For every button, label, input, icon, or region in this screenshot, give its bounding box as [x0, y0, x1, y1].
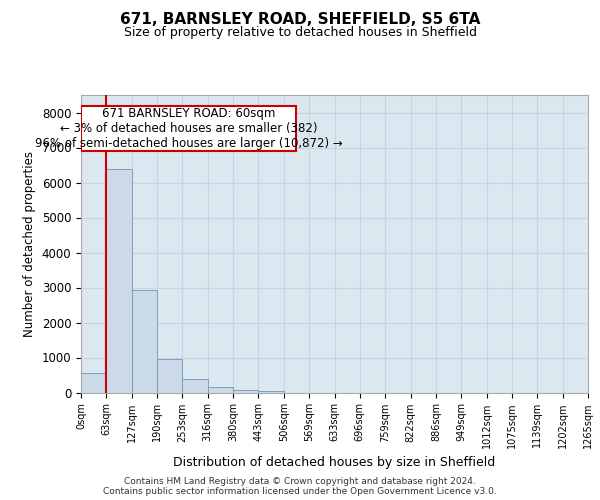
Bar: [233, 390, 259, 392]
Y-axis label: Number of detached properties: Number of detached properties: [23, 151, 36, 337]
Text: 671 BARNSLEY ROAD: 60sqm
← 3% of detached houses are smaller (382)
96% of semi-d: 671 BARNSLEY ROAD: 60sqm ← 3% of detache…: [35, 107, 343, 150]
Bar: [208, 386, 233, 392]
Bar: [81, 106, 296, 151]
Bar: [81, 373, 106, 392]
Bar: [259, 391, 284, 392]
Bar: [182, 379, 208, 392]
Text: Contains HM Land Registry data © Crown copyright and database right 2024.
Contai: Contains HM Land Registry data © Crown c…: [103, 476, 497, 496]
Bar: [132, 290, 157, 392]
Text: 671, BARNSLEY ROAD, SHEFFIELD, S5 6TA: 671, BARNSLEY ROAD, SHEFFIELD, S5 6TA: [120, 12, 480, 28]
X-axis label: Distribution of detached houses by size in Sheffield: Distribution of detached houses by size …: [173, 456, 496, 469]
Bar: [106, 168, 132, 392]
Text: Size of property relative to detached houses in Sheffield: Size of property relative to detached ho…: [124, 26, 476, 39]
Bar: [157, 359, 182, 392]
